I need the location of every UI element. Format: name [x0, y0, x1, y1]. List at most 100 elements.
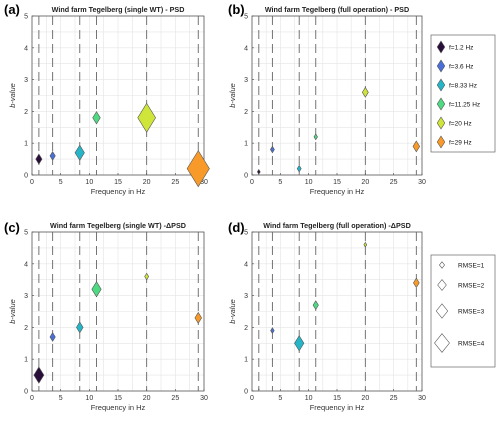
- x-tick-label: 10: [85, 395, 93, 402]
- data-point: [49, 151, 56, 161]
- chart-panel: 0 5 10 15 20 25 30 0 1 2 3 4 5 Wind farm Tegelberg (f…: [228, 2, 426, 196]
- x-tick-label: 10: [305, 395, 313, 402]
- data-point: [144, 272, 150, 281]
- data-point: [35, 153, 43, 165]
- chart-title: Wind farm Tegelberg (single WT) - PSD: [52, 5, 185, 14]
- y-tick-label: 2: [24, 109, 28, 116]
- legend-rmse: RMSE=1 RMSE=2 RMSE=3 RMSE=4: [430, 254, 496, 368]
- x-tick-label: 5: [59, 179, 63, 186]
- panel-label: (b): [228, 2, 245, 17]
- data-point: [313, 133, 318, 141]
- y-tick-label: 5: [24, 14, 28, 21]
- legend-box: [430, 34, 496, 153]
- data-point: [413, 277, 420, 289]
- y-axis-label: b-value: [8, 83, 17, 108]
- legend-label: RMSE=2: [458, 283, 485, 290]
- y-tick-label: 0: [24, 389, 28, 396]
- y-tick-label: 1: [244, 357, 248, 364]
- y-tick-label: 5: [244, 230, 248, 237]
- legend-label: RMSE=1: [458, 263, 485, 270]
- panel-label: (c): [4, 220, 20, 235]
- legend-marker: [437, 279, 447, 291]
- x-tick-label: 25: [390, 179, 398, 186]
- data-point: [91, 281, 102, 298]
- panel-label: (a): [4, 2, 20, 17]
- x-axis-label: Frequency in Hz: [91, 187, 146, 196]
- data-point: [412, 140, 421, 153]
- data-point: [74, 144, 85, 161]
- x-tick-label: 25: [171, 179, 179, 186]
- x-tick-label: 20: [361, 179, 369, 186]
- chart-panel: 0 5 10 15 20 25 30 0 1 2 3 4 5 Wind farm Tegelberg (s…: [4, 2, 210, 196]
- x-axis-label: Frequency in Hz: [310, 187, 365, 196]
- x-tick-label: 20: [143, 395, 151, 402]
- y-tick-label: 0: [244, 389, 248, 396]
- x-tick-label: 25: [390, 395, 398, 402]
- x-tick-label: 15: [114, 395, 122, 402]
- data-point: [256, 168, 261, 175]
- x-tick-label: 20: [143, 179, 151, 186]
- y-axis-label: b-value: [228, 299, 237, 324]
- y-axis-label: b-value: [228, 83, 237, 108]
- x-tick-label: 5: [278, 179, 282, 186]
- legend-label: f=29 Hz: [449, 140, 472, 147]
- legend-marker: [436, 59, 446, 73]
- chart-title: Wind farm Tegelberg (full operation) -ΔP…: [263, 221, 411, 230]
- x-tick-label: 10: [305, 179, 313, 186]
- x-tick-label: 15: [333, 395, 341, 402]
- y-tick-label: 4: [244, 45, 248, 52]
- x-tick-label: 0: [250, 395, 254, 402]
- x-tick-label: 30: [200, 179, 208, 186]
- legend-marker: [439, 261, 445, 269]
- y-tick-label: 1: [24, 357, 28, 364]
- chart-panel: 0 5 10 15 20 25 30 0 1 2 3 4 5 Wind farm Tegelberg (s…: [4, 220, 208, 412]
- y-tick-label: 3: [24, 293, 28, 300]
- y-tick-label: 3: [244, 293, 248, 300]
- panel-label: (d): [228, 220, 245, 235]
- chart-title: Wind farm Tegelberg (full operation) - P…: [265, 5, 409, 14]
- data-point: [92, 111, 101, 125]
- y-tick-label: 2: [244, 109, 248, 116]
- legend-marker: [436, 78, 446, 92]
- y-tick-label: 2: [244, 325, 248, 332]
- x-tick-label: 15: [333, 179, 341, 186]
- y-tick-label: 0: [24, 173, 28, 180]
- x-axis-label: Frequency in Hz: [91, 403, 146, 412]
- x-tick-label: 25: [171, 395, 179, 402]
- legend-label: f=20 Hz: [449, 121, 472, 128]
- x-tick-label: 0: [30, 179, 34, 186]
- x-tick-label: 30: [418, 395, 426, 402]
- x-tick-label: 20: [361, 395, 369, 402]
- y-tick-label: 4: [24, 261, 28, 268]
- data-point: [137, 102, 156, 133]
- legend-marker: [435, 303, 449, 319]
- data-point: [76, 321, 84, 334]
- data-point: [186, 150, 210, 188]
- chart-title: Wind farm Tegelberg (single WT) -ΔPSD: [50, 221, 186, 230]
- x-tick-label: 0: [250, 179, 254, 186]
- x-tick-label: 30: [418, 179, 426, 186]
- data-point: [49, 332, 56, 342]
- data-point: [296, 164, 302, 173]
- legend-label: f=1.2 Hz: [449, 45, 473, 52]
- chart-panel: 0 5 10 15 20 25 30 0 1 2 3 4 5 Wind farm Tegelberg (f…: [228, 220, 426, 412]
- data-point: [194, 311, 202, 324]
- legend-marker: [436, 135, 446, 149]
- y-tick-label: 3: [244, 77, 248, 84]
- data-point: [258, 388, 260, 391]
- y-tick-label: 1: [244, 141, 248, 148]
- x-tick-label: 0: [30, 395, 34, 402]
- y-tick-label: 2: [24, 325, 28, 332]
- data-point: [363, 241, 368, 248]
- legend-marker: [434, 333, 450, 353]
- y-tick-label: 4: [244, 261, 248, 268]
- y-tick-label: 1: [24, 141, 28, 148]
- y-tick-label: 0: [244, 173, 248, 180]
- x-tick-label: 5: [59, 395, 63, 402]
- legend-label: f=11.25 Hz: [449, 102, 480, 109]
- legend-marker: [436, 97, 446, 111]
- legend-label: RMSE=4: [458, 341, 485, 348]
- data-point: [312, 300, 319, 311]
